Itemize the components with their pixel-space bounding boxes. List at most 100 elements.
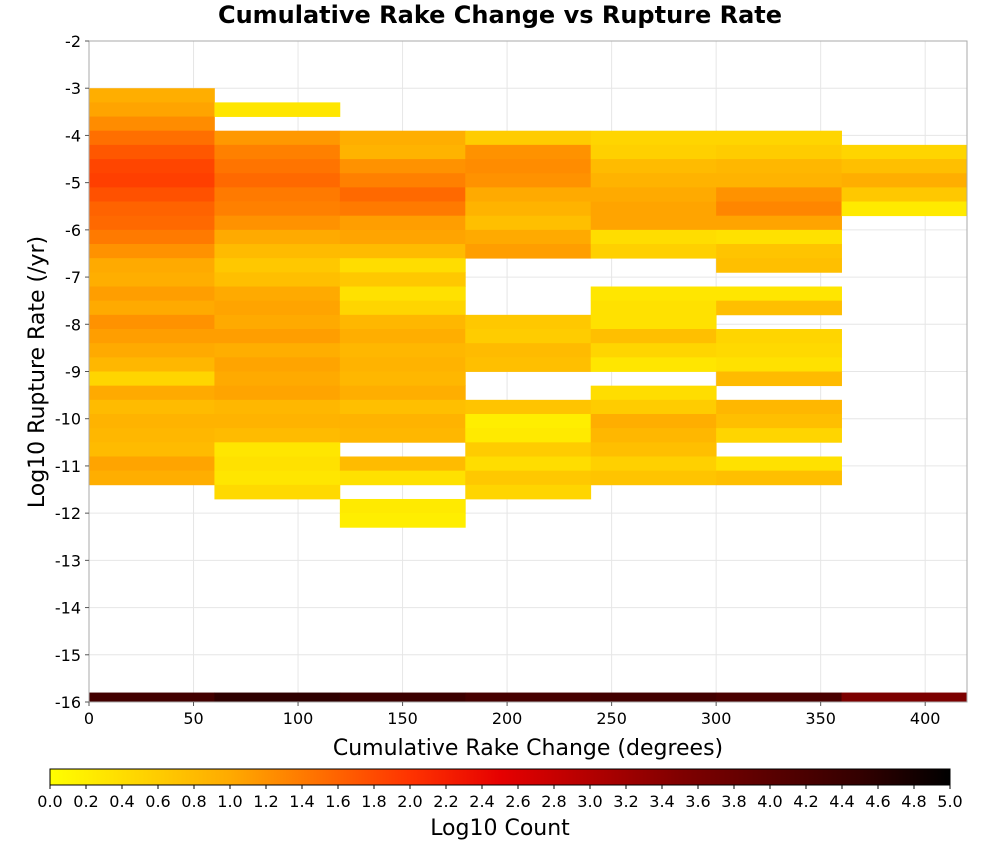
heatmap-cell bbox=[339, 215, 466, 231]
heatmap-cell bbox=[465, 470, 592, 486]
heatmap-cell bbox=[89, 187, 215, 202]
heatmap-cell-bottom bbox=[465, 692, 592, 702]
heatmap-cell bbox=[716, 329, 842, 344]
colorbar-tick-label: 1.2 bbox=[253, 792, 278, 811]
heatmap-cell bbox=[590, 159, 717, 174]
x-tick-label: 150 bbox=[387, 709, 418, 728]
heatmap-cell bbox=[214, 385, 341, 401]
heatmap-cell bbox=[465, 442, 592, 457]
heatmap-cell bbox=[89, 385, 215, 401]
heatmap-cell bbox=[214, 428, 341, 443]
colorbar-tick-label: 0.2 bbox=[73, 792, 98, 811]
heatmap-cell bbox=[716, 229, 842, 245]
colorbar-tick-label: 2.2 bbox=[433, 792, 458, 811]
heatmap-cell bbox=[465, 399, 592, 415]
colorbar-tick-label: 4.2 bbox=[793, 792, 818, 811]
heatmap-cell bbox=[214, 343, 341, 358]
heatmap-cells bbox=[89, 88, 968, 702]
colorbar-tick-label: 0.6 bbox=[145, 792, 170, 811]
heatmap-cell bbox=[339, 173, 466, 188]
heatmap-cell bbox=[214, 187, 341, 202]
heatmap-cell bbox=[716, 399, 842, 415]
heatmap-cell bbox=[339, 300, 466, 316]
heatmap-cell bbox=[214, 244, 341, 259]
x-tick-label: 200 bbox=[492, 709, 523, 728]
heatmap-cell bbox=[339, 229, 466, 245]
colorbar-tick-label: 0.0 bbox=[37, 792, 62, 811]
heatmap-cell bbox=[89, 144, 215, 160]
heatmap-cell bbox=[214, 201, 341, 217]
heatmap-cell bbox=[465, 159, 592, 174]
heatmap-cell bbox=[89, 357, 215, 372]
heatmap-cell bbox=[465, 329, 592, 344]
heatmap-cell bbox=[339, 130, 466, 146]
heatmap-cell bbox=[214, 300, 341, 316]
heatmap-cell bbox=[214, 215, 341, 231]
heatmap-cell bbox=[841, 201, 968, 217]
heatmap-cell bbox=[590, 442, 717, 457]
x-tick-label: 50 bbox=[183, 709, 203, 728]
heatmap-cell bbox=[716, 286, 842, 302]
heatmap-cell bbox=[590, 144, 717, 160]
heatmap-cell bbox=[465, 343, 592, 358]
heatmap-cell bbox=[89, 258, 215, 273]
heatmap-cell-bottom bbox=[339, 692, 466, 702]
x-tick-label: 100 bbox=[283, 709, 314, 728]
heatmap-cell bbox=[716, 258, 842, 273]
heatmap-cell bbox=[214, 144, 341, 160]
heatmap-cell bbox=[339, 470, 466, 486]
y-tick-label: -9 bbox=[65, 363, 81, 382]
heatmap-cell-bottom bbox=[590, 692, 717, 702]
heatmap-cell bbox=[590, 456, 717, 472]
heatmap-cell bbox=[214, 484, 341, 500]
heatmap-cell bbox=[716, 173, 842, 188]
heatmap-cell bbox=[590, 385, 717, 401]
heatmap-cell bbox=[214, 286, 341, 302]
heatmap-cell bbox=[89, 201, 215, 217]
y-tick-label: -2 bbox=[65, 32, 81, 51]
colorbar-tick-label: 0.4 bbox=[109, 792, 134, 811]
heatmap-cell bbox=[465, 456, 592, 472]
heatmap-cell bbox=[89, 470, 215, 486]
heatmap-cell bbox=[339, 428, 466, 443]
heatmap-cell bbox=[214, 399, 341, 415]
colorbar-tick-label: 3.0 bbox=[577, 792, 602, 811]
heatmap-cell bbox=[465, 314, 592, 330]
heatmap-cell bbox=[465, 130, 592, 146]
heatmap-cell bbox=[716, 413, 842, 429]
heatmap-cell bbox=[339, 201, 466, 217]
y-tick-label: -6 bbox=[65, 221, 81, 240]
colorbar-label: Log10 Count bbox=[430, 816, 570, 841]
heatmap-cell bbox=[465, 357, 592, 372]
y-tick-label: -11 bbox=[55, 457, 81, 476]
heatmap-cell bbox=[716, 371, 842, 387]
colorbar-ticks: 0.0 0.2 0.4 0.6 0.8 1.0 1.2 1.4 1.6 1.8 2.0 2.2 2.4 2… bbox=[37, 785, 963, 811]
heatmap-cell bbox=[214, 173, 341, 188]
heatmap-cell bbox=[339, 272, 466, 287]
colorbar-tick-label: 4.6 bbox=[865, 792, 890, 811]
colorbar-tick-label: 3.4 bbox=[649, 792, 674, 811]
heatmap-cell bbox=[339, 385, 466, 401]
heatmap-cell bbox=[89, 173, 215, 188]
colorbar-tick-label: 2.4 bbox=[469, 792, 494, 811]
colorbar-tick-label: 4.4 bbox=[829, 792, 854, 811]
colorbar-tick-label: 3.2 bbox=[613, 792, 638, 811]
y-tick-label: -7 bbox=[65, 268, 81, 287]
colorbar-tick-label: 3.8 bbox=[721, 792, 746, 811]
heatmap-cell bbox=[716, 130, 842, 146]
heatmap-cell bbox=[89, 399, 215, 415]
heatmap-cell bbox=[716, 300, 842, 316]
colorbar-tick-label: 5.0 bbox=[937, 792, 962, 811]
colorbar-tick-label: 2.6 bbox=[505, 792, 530, 811]
heatmap-cell bbox=[339, 258, 466, 273]
colorbar-tick-label: 1.0 bbox=[217, 792, 242, 811]
y-tick-label: -12 bbox=[55, 504, 81, 523]
heatmap-cell bbox=[590, 201, 717, 217]
heatmap-cell bbox=[214, 329, 341, 344]
heatmap-cell bbox=[716, 470, 842, 486]
heatmap-cell bbox=[89, 159, 215, 174]
colorbar-tick-label: 1.4 bbox=[289, 792, 314, 811]
heatmap-cell bbox=[465, 144, 592, 160]
heatmap-cell bbox=[465, 173, 592, 188]
heatmap-cell bbox=[339, 399, 466, 415]
